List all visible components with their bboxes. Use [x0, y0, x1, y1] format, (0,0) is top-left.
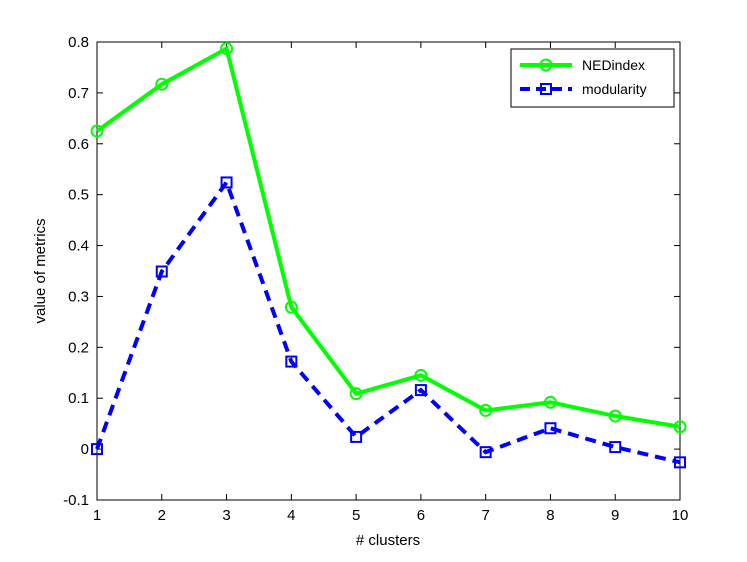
x-tick-label: 4 [287, 507, 295, 524]
series-modularity [91, 176, 686, 469]
x-tick-label: 7 [481, 507, 489, 524]
data-point-nedindex [673, 420, 687, 434]
y-tick-label: 0.4 [68, 238, 89, 255]
x-tick-label: 8 [546, 507, 554, 524]
y-tick-label: 0.8 [68, 34, 89, 51]
x-tick-label: 6 [417, 507, 425, 524]
legend-label-modularity: modularity [582, 81, 647, 97]
data-point-nedindex [155, 77, 169, 91]
series-line-nedindex [95, 45, 681, 429]
y-tick-label: 0.3 [68, 288, 89, 305]
data-point-modularity [220, 176, 233, 189]
data-point-modularity [91, 443, 103, 456]
data-point-nedindex [90, 124, 104, 138]
data-point-modularity [609, 441, 622, 454]
legend: NEDindex modularity [510, 48, 675, 108]
data-point-nedindex [349, 387, 363, 401]
x-tick-label: 5 [352, 507, 360, 524]
legend-label-nedindex: NEDindex [582, 57, 645, 73]
x-tick-label: 2 [158, 507, 166, 524]
data-point-nedindex [414, 368, 428, 382]
x-tick-label: 3 [222, 507, 230, 524]
y-axis-label: value of metrics [32, 218, 49, 323]
y-tick-label: 0.6 [68, 136, 89, 153]
data-point-modularity [544, 422, 557, 435]
data-point-nedindex [608, 409, 622, 423]
x-tick-label: 1 [93, 507, 101, 524]
x-tick-label: 9 [611, 507, 619, 524]
data-point-modularity [155, 265, 168, 278]
legend-marker-nedindex [539, 58, 553, 72]
data-point-modularity [674, 456, 686, 469]
y-tick-label: 0.5 [68, 187, 89, 204]
data-point-nedindex [479, 403, 493, 417]
data-point-nedindex [284, 300, 298, 314]
series-nedindex [90, 42, 687, 434]
x-axis-label: # clusters [356, 532, 420, 549]
series-layer [90, 42, 687, 469]
legend-box [510, 48, 675, 108]
series-line-modularity [95, 178, 681, 465]
x-tick-label: 10 [672, 507, 689, 524]
data-point-modularity [285, 355, 298, 368]
y-tick-label: 0.1 [68, 390, 89, 407]
data-point-modularity [350, 430, 363, 443]
y-tick-label: 0.2 [68, 339, 89, 356]
y-tick-label: -0.1 [63, 492, 89, 509]
data-point-nedindex [220, 42, 234, 56]
data-point-modularity [414, 384, 427, 397]
data-point-modularity [479, 446, 492, 459]
plot-area [96, 41, 681, 501]
data-point-nedindex [543, 395, 557, 409]
axis-ticks: 1 2 3 4 5 6 7 8 9 10 -0.1 0 0.1 0.2 0.3 0.4 0.5 0.6 0.7 0.8 [63, 34, 688, 524]
y-tick-label: 0 [81, 441, 89, 458]
legend-marker-modularity [540, 83, 552, 95]
y-tick-label: 0.7 [68, 85, 89, 102]
